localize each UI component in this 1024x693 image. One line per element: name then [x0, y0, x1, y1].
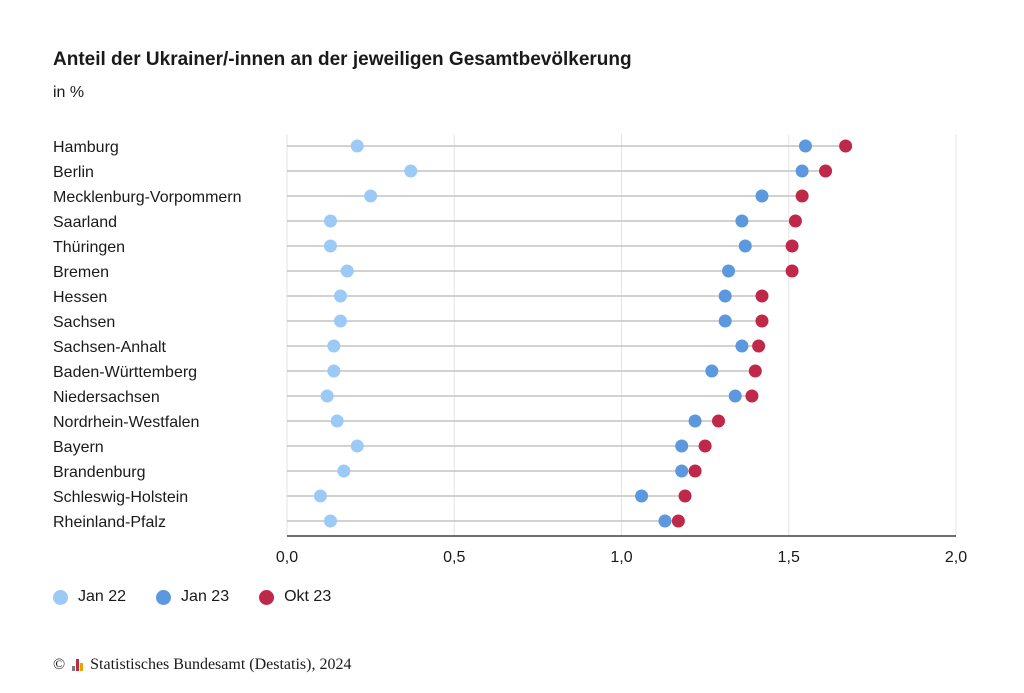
category-label: Rheinland-Pfalz: [53, 514, 166, 531]
category-label: Baden-Württemberg: [53, 364, 197, 381]
data-point: [334, 314, 348, 328]
data-point: [675, 439, 689, 453]
x-tick-label: 1,5: [778, 549, 800, 566]
data-point: [327, 339, 341, 353]
data-point: [735, 214, 749, 228]
data-point: [755, 314, 769, 328]
data-point: [755, 189, 769, 203]
legend-marker-jan22: [53, 589, 68, 605]
data-point: [795, 164, 809, 178]
category-label: Niedersachsen: [53, 389, 160, 406]
data-point: [350, 439, 364, 453]
data-point: [795, 189, 809, 203]
category-label: Schleswig-Holstein: [53, 489, 188, 506]
category-label: Sachsen: [53, 314, 115, 331]
category-label: Brandenburg: [53, 464, 146, 481]
data-point: [748, 364, 762, 378]
data-point: [718, 289, 732, 303]
category-label: Hamburg: [53, 139, 119, 156]
data-point: [327, 364, 341, 378]
copyright-symbol: ©: [53, 656, 66, 673]
x-tick-label: 1,0: [610, 549, 632, 566]
data-point: [330, 414, 344, 428]
data-point: [819, 164, 833, 178]
data-point: [658, 514, 672, 528]
data-point: [785, 264, 799, 278]
data-point: [735, 339, 749, 353]
data-point: [678, 489, 692, 503]
data-point: [688, 464, 702, 478]
data-point: [745, 389, 759, 403]
legend-item-jan22[interactable]: Jan 22: [53, 588, 126, 606]
data-point: [728, 389, 742, 403]
legend-item-jan23[interactable]: Jan 23: [156, 588, 229, 606]
data-point: [364, 189, 378, 203]
legend-marker-jan23: [156, 589, 172, 605]
data-point: [752, 339, 766, 353]
legend-item-okt23[interactable]: Okt 23: [259, 588, 331, 606]
data-point: [755, 289, 769, 303]
data-point: [323, 214, 337, 228]
source-note: © Statistisches Bundesamt (Destatis), 20…: [53, 656, 351, 674]
chart-subtitle: in %: [53, 84, 85, 101]
source-text: Statistisches Bundesamt (Destatis), 2024: [90, 656, 352, 673]
legend-label-jan22: Jan 22: [78, 588, 127, 605]
data-point: [320, 389, 334, 403]
data-point: [340, 264, 354, 278]
chart-title: Anteil der Ukrainer/-innen an der jeweil…: [53, 49, 632, 70]
data-point: [788, 214, 802, 228]
category-label: Sachsen-Anhalt: [53, 339, 167, 356]
category-label: Nordrhein-Westfalen: [53, 414, 199, 431]
data-point: [705, 364, 719, 378]
data-point: [334, 289, 348, 303]
data-point: [738, 239, 752, 253]
data-point: [313, 489, 327, 503]
category-label: Bremen: [53, 264, 109, 281]
legend: Jan 22 Jan 23 Okt 23: [53, 588, 331, 606]
data-point: [323, 239, 337, 253]
data-point: [785, 239, 799, 253]
data-point: [350, 139, 364, 153]
category-label: Mecklenburg-Vorpommern: [53, 189, 242, 206]
data-point: [722, 264, 736, 278]
data-point: [671, 514, 685, 528]
category-label: Saarland: [53, 214, 117, 231]
category-label: Bayern: [53, 439, 104, 456]
data-point: [712, 414, 726, 428]
data-point: [635, 489, 649, 503]
data-point: [798, 139, 812, 153]
data-point: [675, 464, 689, 478]
legend-marker-okt23: [259, 589, 275, 605]
x-tick-label: 0,0: [276, 549, 298, 566]
data-point: [698, 439, 712, 453]
legend-label-jan23: Jan 23: [181, 588, 230, 605]
data-point: [839, 139, 853, 153]
category-label: Thüringen: [53, 239, 125, 256]
data-point: [404, 164, 418, 178]
x-tick-label: 2,0: [945, 549, 967, 566]
category-label: Berlin: [53, 164, 94, 181]
category-label: Hessen: [53, 289, 107, 306]
data-point: [337, 464, 351, 478]
data-point: [688, 414, 702, 428]
legend-label-okt23: Okt 23: [284, 588, 332, 605]
data-point: [323, 514, 337, 528]
destatis-logo-icon: [72, 659, 84, 671]
x-tick-label: 0,5: [443, 549, 465, 566]
data-point: [718, 314, 732, 328]
